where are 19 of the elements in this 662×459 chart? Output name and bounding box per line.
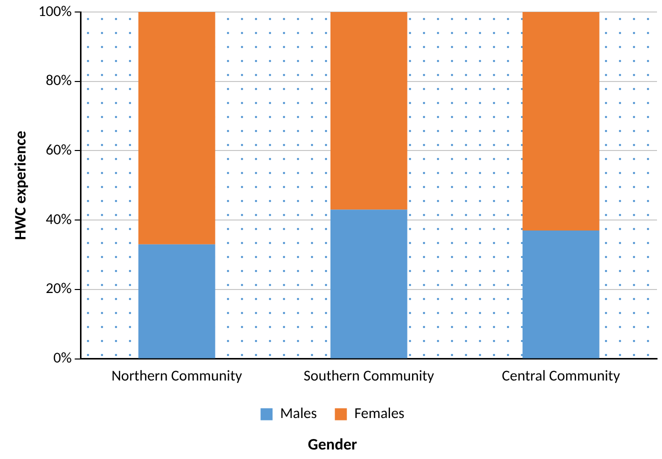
x-tick-label: Central Community <box>502 368 620 386</box>
y-tick-label: 60% <box>46 141 72 160</box>
x-tick-label: Southern Community <box>304 368 434 386</box>
bar <box>522 230 600 358</box>
bar <box>330 210 408 358</box>
y-tick-label: 0% <box>53 350 72 368</box>
bar <box>138 244 216 358</box>
y-tick-label: 80% <box>46 72 72 90</box>
bar <box>522 12 600 230</box>
legend-label: Males <box>280 405 317 424</box>
y-tick-label: 20% <box>46 280 72 298</box>
x-axis-title: Gender <box>308 435 358 454</box>
x-tick-label: Northern Community <box>111 368 242 386</box>
y-tick-label: 100% <box>38 2 72 21</box>
y-axis-title: HWC experience <box>12 130 31 240</box>
bar <box>330 12 408 210</box>
y-tick-label: 40% <box>46 210 72 229</box>
bar <box>138 12 216 244</box>
legend-label: Females <box>354 405 405 424</box>
